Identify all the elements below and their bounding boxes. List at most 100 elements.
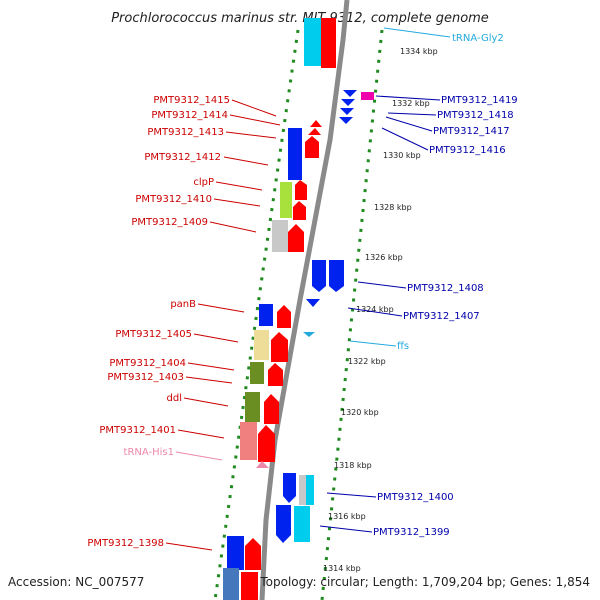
gene-bottom-steelblue: [223, 568, 239, 600]
gene-label: PMT9312_1413: [147, 127, 224, 138]
kbp-tick-label: 1320 kbp: [341, 408, 379, 417]
leader-line: [383, 27, 451, 38]
gene-panB-red: [277, 305, 291, 328]
left-gene-labels: PMT9312_1415 PMT9312_1414 PMT9312_1413 P…: [87, 95, 230, 549]
genome-backbone: [259, 0, 350, 600]
kbp-tick-label: 1332 kbp: [392, 99, 430, 108]
kbp-tick-label: 1334 kbp: [400, 47, 438, 56]
gene-label: PMT9312_1418: [437, 110, 514, 121]
gene-label: PMT9312_1416: [429, 145, 506, 156]
leader-line: [387, 112, 437, 116]
gene-pmt9312-1418: [341, 99, 355, 106]
gene-pmt9312-1405: [254, 330, 269, 360]
gene-label: PMT9312_1419: [441, 95, 518, 106]
right-gene-labels: tRNA-Gly2 PMT9312_1419 PMT9312_1418 PMT9…: [373, 33, 518, 538]
gene-label: tRNA-His1: [124, 447, 174, 458]
leader-line: [223, 156, 269, 166]
gene-top-cyan: [304, 18, 321, 66]
gene-label: ffs: [397, 341, 409, 352]
gene-label: PMT9312_1412: [144, 152, 221, 163]
leader-line: [326, 492, 377, 498]
gene-ffs: [303, 332, 315, 337]
gene-pmt9312-1398: [227, 536, 244, 570]
kbp-tick-label: 1318 kbp: [334, 461, 372, 470]
gene-pmt9312-1401-red: [258, 425, 275, 462]
gene-label: panB: [170, 299, 196, 310]
gene-label: PMT9312_1415: [153, 95, 230, 106]
gene-pmt9312-1400-a: [283, 473, 296, 503]
leader-line: [197, 303, 245, 313]
leader-line: [225, 131, 277, 139]
gene-ddl: [245, 392, 260, 422]
gene-pmt9312-1413: [288, 128, 302, 180]
gene-label: PMT9312_1414: [151, 110, 228, 121]
gene-pmt9312-1404: [250, 362, 264, 384]
leader-line: [185, 376, 233, 384]
left-leader-lines: [165, 99, 281, 551]
gene-top-red: [321, 18, 336, 68]
leader-line: [231, 99, 277, 117]
gene-label: PMT9312_1403: [107, 372, 184, 383]
gene-label: PMT9312_1417: [433, 126, 510, 137]
gene-label: clpP: [193, 177, 214, 188]
gene-pmt9312-1400-b: [306, 475, 314, 505]
gene-pmt9312-1415: [310, 120, 322, 127]
gene-clpP: [280, 182, 292, 218]
kbp-tick-label: 1324 kbp: [356, 305, 394, 314]
gene-ddl-red: [264, 394, 279, 424]
gene-label: tRNA-Gly2: [452, 33, 504, 44]
kbp-tick-labels: 1334 kbp 1332 kbp 1330 kbp 1328 kbp 1326…: [323, 47, 438, 573]
leader-line: [319, 525, 373, 533]
forward-strand-genes: [223, 18, 336, 600]
gene-pmt9312-1409-b: [288, 224, 304, 252]
gene-label: PMT9312_1399: [373, 527, 450, 538]
right-leader-lines: [319, 27, 451, 533]
leader-line: [213, 198, 261, 207]
kbp-tick-label: 1326 kbp: [365, 253, 403, 262]
gene-pmt9312-1398-red: [245, 538, 261, 570]
gene-label: ddl: [167, 393, 182, 404]
leader-line: [165, 542, 213, 551]
gene-pmt9312-1412: [305, 136, 319, 158]
leader-line: [175, 451, 223, 461]
gene-bottom-red: [241, 572, 258, 600]
gene-label: PMT9312_1410: [135, 194, 212, 205]
gene-pmt9312-1414: [308, 128, 321, 135]
gene-label: PMT9312_1398: [87, 538, 164, 549]
leader-line: [193, 333, 239, 343]
gene-pmt9312-1419: [343, 90, 357, 97]
gene-label: PMT9312_1407: [403, 311, 480, 322]
leader-line: [357, 281, 407, 289]
gene-pmt9312-1408-a: [312, 260, 326, 292]
gene-label: PMT9312_1401: [99, 425, 176, 436]
leader-line: [183, 397, 229, 407]
leader-line: [349, 340, 397, 347]
gene-pmt9312-1409-a: [293, 201, 306, 220]
gene-pmt9312-1403: [268, 363, 283, 386]
kbp-tick-label: 1322 kbp: [348, 357, 386, 366]
gene-pmt9312-1416: [339, 117, 353, 124]
leader-line: [381, 127, 429, 151]
leader-line: [229, 114, 281, 126]
leader-line: [177, 429, 225, 439]
gene-label: PMT9312_1404: [109, 358, 186, 369]
gene-pmt9312-1405-red: [271, 332, 288, 362]
topology-text: Topology: circular; Length: 1,709,204 bp…: [259, 575, 590, 589]
gene-pmt9312-1410: [295, 180, 307, 200]
gene-pmt9312-1399-a: [276, 505, 291, 543]
kbp-tick-label: 1330 kbp: [383, 151, 421, 160]
gene-pmt9312-1399: [294, 506, 310, 542]
leader-line: [215, 181, 263, 191]
kbp-tick-label: 1316 kbp: [328, 512, 366, 521]
kbp-tick-label: 1314 kbp: [323, 564, 361, 573]
leader-line: [209, 221, 257, 233]
gene-magenta: [361, 92, 374, 100]
gene-pmt9312-1400: [299, 475, 307, 505]
gene-panB: [259, 304, 273, 326]
gene-pmt9312-1409: [272, 220, 288, 252]
kbp-tick-label: 1328 kbp: [374, 203, 412, 212]
accession-text: Accession: NC_007577: [8, 575, 144, 589]
gene-label: PMT9312_1400: [377, 492, 454, 503]
gene-label: PMT9312_1408: [407, 283, 484, 294]
